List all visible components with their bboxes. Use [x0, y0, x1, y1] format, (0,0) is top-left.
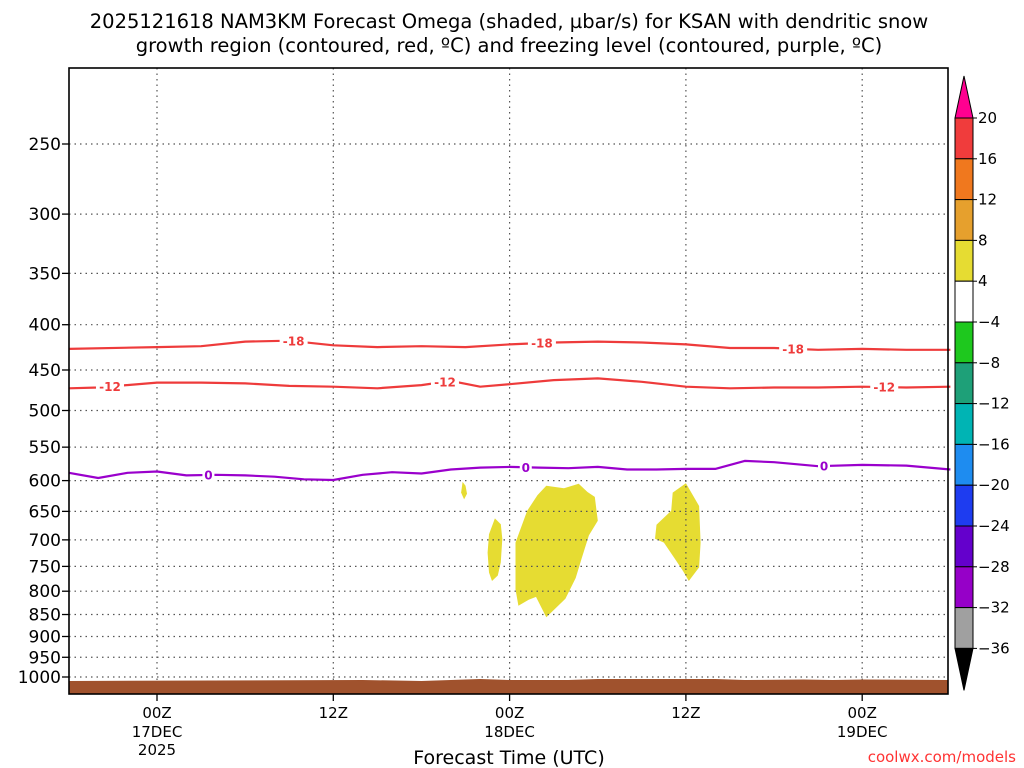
colorbar-label: −24: [978, 517, 1010, 535]
colorbar-box: [954, 403, 974, 445]
colorbar-label: 4: [978, 272, 988, 290]
colorbar-box: [954, 443, 974, 486]
contour-label: -18: [782, 342, 804, 356]
axis-ticks-layer: 2503003504004505005506006507007508008509…: [18, 135, 888, 759]
colorbar-box: [954, 566, 974, 609]
contour-layer: -18 -18 -18 -12 -12 -12 0 0 0: [68, 334, 951, 482]
colorbar-bottom-arrow: [954, 647, 974, 691]
colorbar-top-arrow: [954, 75, 974, 119]
surface-terrain-band: [69, 679, 948, 694]
plot-frame: [68, 67, 949, 695]
y-tick-label: 850: [29, 606, 61, 626]
omega-region: [461, 481, 467, 500]
contour-label: 0: [820, 460, 828, 474]
colorbar-label: 12: [978, 191, 997, 209]
contour-label-bg: [430, 374, 459, 389]
colorbar-label: −16: [978, 435, 1010, 453]
surface-band-layer: [69, 679, 948, 694]
colorbar-label: 8: [978, 231, 988, 249]
colorbar-box: [954, 321, 974, 364]
x-tick-label: 00Z: [848, 704, 877, 722]
y-tick-label: 500: [29, 402, 61, 422]
contour-label-bg: [95, 379, 124, 394]
omega-region: [487, 518, 503, 581]
x-tick-date: 17DEC: [132, 723, 183, 741]
contour-label: 0: [522, 461, 530, 475]
credit-text: coolwx.com/models: [868, 748, 1016, 766]
colorbar-label: −36: [978, 639, 1010, 657]
colorbar-box: [954, 607, 974, 649]
contour-label-bg: [779, 341, 808, 356]
colorbar-box: [954, 362, 974, 405]
colorbar-label: −20: [978, 476, 1010, 494]
y-tick-label: 950: [29, 648, 61, 668]
contour-label-bg: [527, 336, 556, 351]
colorbar-box: [954, 525, 974, 568]
y-tick-label: 350: [29, 264, 61, 284]
colorbar-label: −12: [978, 395, 1010, 413]
y-tick-label: 750: [29, 557, 61, 577]
colorbar-label: −28: [978, 558, 1010, 576]
contour-label-bg: [870, 380, 899, 395]
contour-label: -12: [434, 375, 456, 389]
x-tick-date: 18DEC: [484, 723, 535, 741]
contour-label: -12: [99, 380, 121, 394]
colorbar-box: [954, 484, 974, 527]
y-tick-label: 900: [29, 627, 61, 647]
y-tick-label: 550: [29, 438, 61, 458]
x-tick-label: 00Z: [495, 704, 524, 722]
omega-region: [515, 483, 598, 618]
colorbar: 20 16 12 8 4 −4 −8 −12 −16 −20 −24 −28 −32 −36: [954, 75, 1010, 691]
colorbar-label: 20: [978, 109, 997, 127]
y-tick-label: 250: [29, 135, 61, 155]
y-tick-label: 1000: [18, 668, 61, 688]
colorbar-box: [954, 117, 974, 160]
y-tick-label: 450: [29, 361, 61, 381]
colorbar-box: [954, 280, 974, 323]
x-tick-label: 12Z: [319, 704, 348, 722]
omega-shading-layer: [461, 481, 701, 618]
colorbar-box: [954, 199, 974, 241]
contour-label: -18: [531, 337, 553, 351]
y-tick-label: 300: [29, 205, 61, 225]
omega-region: [655, 483, 701, 581]
colorbar-label: 16: [978, 150, 997, 168]
chart-title-line2: growth region (contoured, red, ºC) and f…: [136, 34, 883, 57]
contour-label: -12: [873, 381, 895, 395]
y-tick-label: 400: [29, 316, 61, 336]
contour-label-bg: [202, 467, 215, 482]
contour-label: -18: [283, 335, 305, 349]
contour-label-bg: [818, 459, 831, 474]
contour-label-bg: [519, 460, 532, 475]
x-axis-label: Forecast Time (UTC): [413, 747, 604, 768]
colorbar-box: [954, 158, 974, 201]
grid-layer: [69, 68, 948, 694]
contour-line: [68, 377, 951, 390]
y-tick-label: 600: [29, 472, 61, 492]
contour-label-bg: [279, 334, 308, 349]
colorbar-label: −4: [978, 313, 1000, 331]
colorbar-box: [954, 239, 974, 282]
y-tick-label: 700: [29, 531, 61, 551]
contour-label: 0: [204, 468, 212, 482]
x-tick-label: 00Z: [142, 704, 171, 722]
y-tick-label: 800: [29, 582, 61, 602]
colorbar-label: −8: [978, 354, 1000, 372]
x-tick-date: 19DEC: [837, 723, 888, 741]
colorbar-label: −32: [978, 599, 1010, 617]
contour-line: [68, 339, 951, 351]
x-tick-label: 12Z: [671, 704, 700, 722]
chart-title-line1: 2025121618 NAM3KM Forecast Omega (shaded…: [90, 10, 929, 33]
x-tick-year: 2025: [138, 741, 176, 759]
y-tick-label: 650: [29, 502, 61, 522]
